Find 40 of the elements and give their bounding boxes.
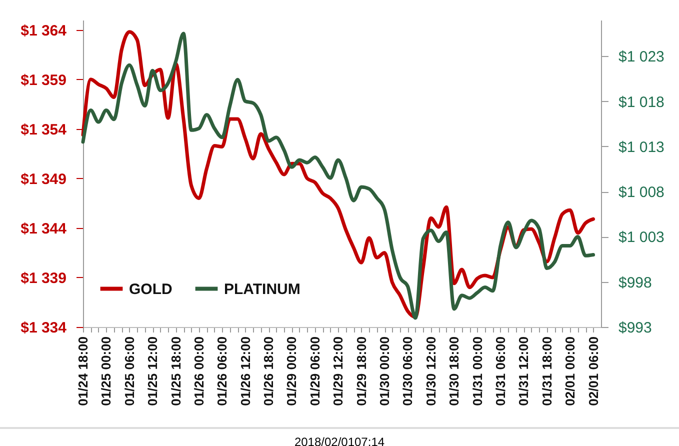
x-tick-label: 01/30 12:00 [423, 336, 438, 406]
y2-tick-label: $1 003 [618, 229, 664, 246]
text: 2018/02/0107:14 [0, 427, 679, 446]
x-tick-label: 01/29 12:00 [330, 336, 346, 406]
y2-tick-label: $1 013 [618, 138, 664, 156]
x-tick-label: 01/30 06:00 [400, 336, 416, 406]
x-tick-label: 01/25 06:00 [122, 336, 137, 406]
y2-tick-label: $1 008 [618, 184, 664, 202]
y-tick-label: $1 354 [20, 121, 68, 138]
y-tick-label: $1 349 [20, 170, 66, 188]
y-tick-label: $1 339 [20, 270, 66, 287]
x-tick-label: 01/29 06:00 [307, 336, 322, 406]
x-tick-label: 02/01 06:00 [586, 336, 601, 406]
x-tick-label: 01/26 06:00 [214, 336, 230, 406]
legend-label: GOLD [129, 280, 172, 298]
x-tick-label: 01/25 12:00 [145, 336, 160, 406]
y-tick-label: $1 344 [20, 220, 68, 238]
x-tick-label: 01/26 00:00 [191, 336, 206, 406]
x-tick-label: 01/30 18:00 [446, 336, 462, 406]
x-tick-label: 01/31 06:00 [492, 336, 508, 406]
x-tick-label: 01/25 18:00 [168, 336, 184, 406]
y2-tick-label: $993 [618, 320, 652, 336]
x-tick-label: 01/26 18:00 [261, 336, 276, 406]
x-tick-label: 02/01 00:00 [562, 336, 578, 406]
y-tick-label: $1 359 [20, 72, 66, 89]
x-tick-label: 01/24 18:00 [76, 336, 90, 406]
x-tick-label: 01/30 00:00 [377, 336, 392, 406]
x-tick-label: 01/31 18:00 [539, 336, 554, 406]
y2-tick-label: $1 018 [618, 94, 664, 111]
y-tick-label: $1 364 [20, 22, 68, 40]
y2-tick-label: $998 [618, 274, 652, 292]
x-tick-label: 01/26 12:00 [238, 336, 253, 406]
y-tick-label: $1 334 [20, 320, 68, 336]
x-tick-label: 01/29 18:00 [354, 336, 369, 406]
y2-tick-label: $1 023 [618, 48, 664, 66]
x-tick-label: 01/31 00:00 [470, 336, 485, 406]
x-tick-label: 01/25 00:00 [98, 336, 114, 406]
legend-label: PLATINUM [224, 280, 300, 298]
x-tick-label: 01/29 00:00 [284, 336, 300, 406]
x-tick-label: 01/31 12:00 [516, 336, 532, 406]
